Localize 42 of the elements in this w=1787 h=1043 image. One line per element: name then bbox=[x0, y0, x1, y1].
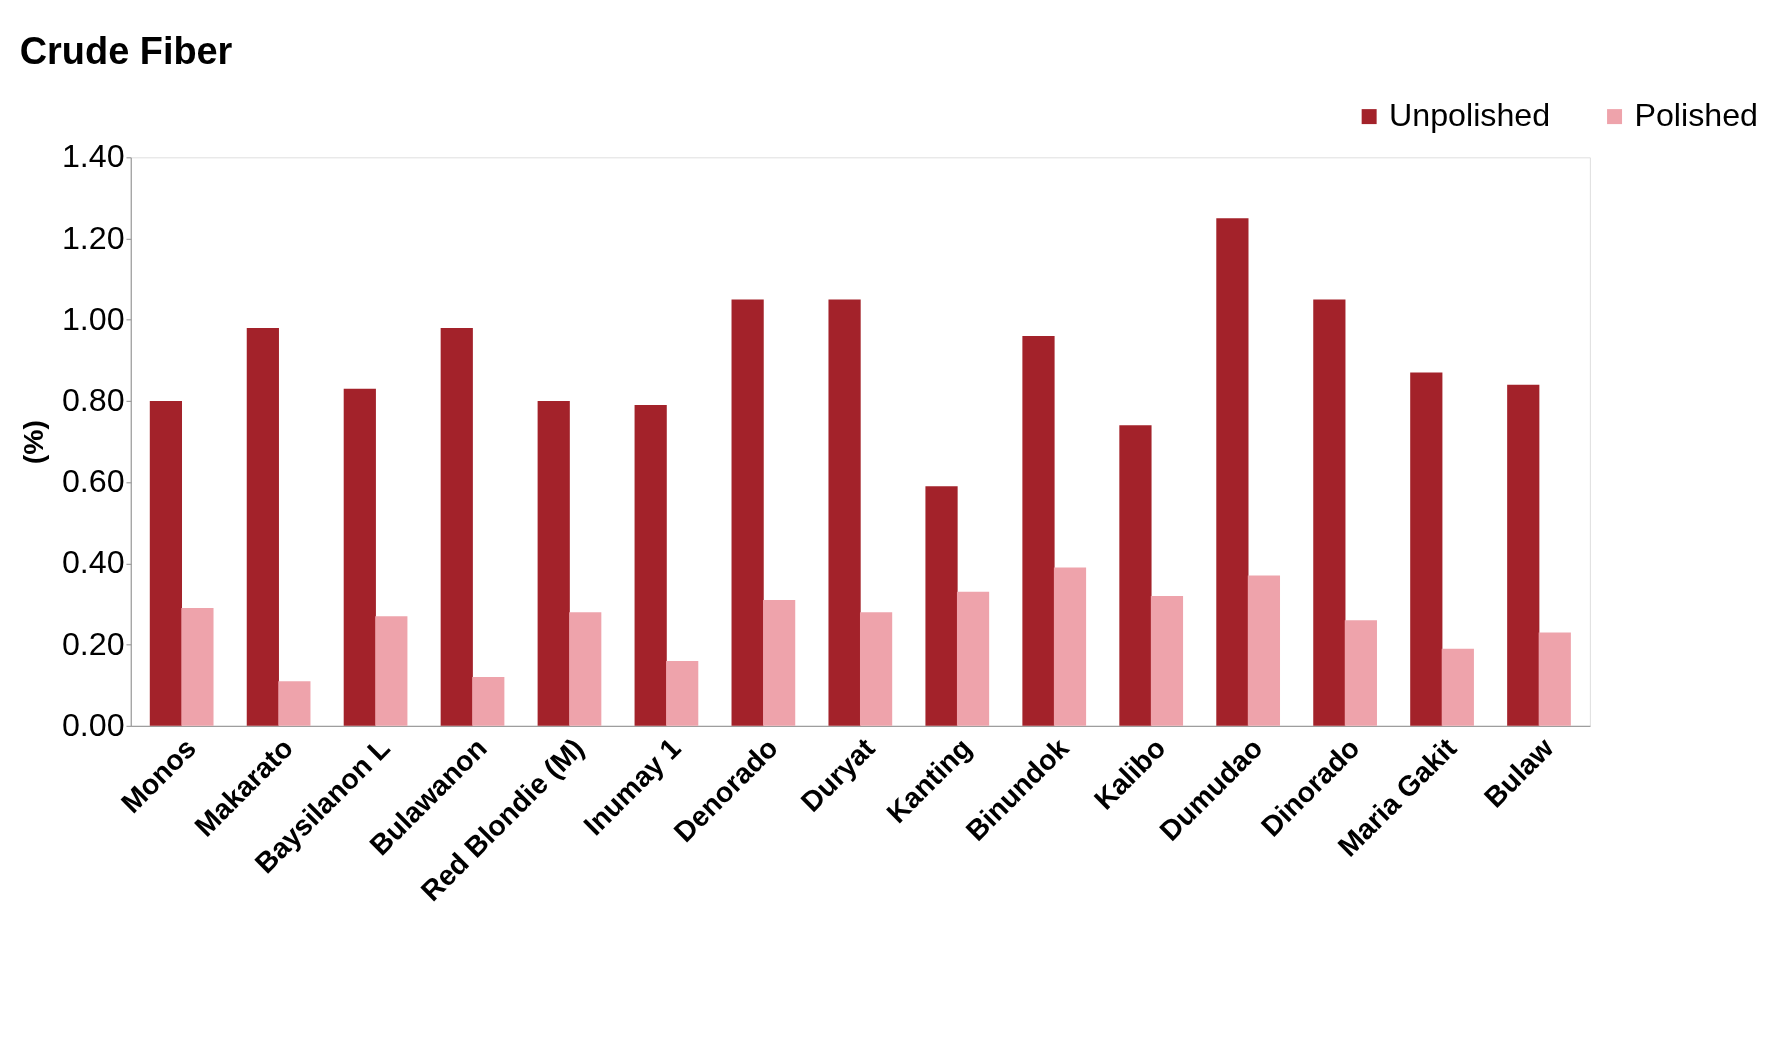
bar bbox=[1216, 218, 1249, 726]
bar bbox=[246, 327, 279, 726]
bar bbox=[569, 612, 602, 726]
bar bbox=[859, 612, 893, 726]
bar bbox=[1507, 384, 1540, 726]
y-tick-label: 0.00 bbox=[61, 706, 125, 743]
bar bbox=[1053, 567, 1087, 726]
bar bbox=[666, 660, 699, 726]
legend-label: Polished bbox=[1634, 97, 1758, 134]
bar bbox=[343, 388, 376, 726]
bar bbox=[181, 608, 214, 726]
y-tick-label: 0.60 bbox=[61, 463, 125, 500]
bar bbox=[828, 299, 861, 726]
bar bbox=[634, 405, 667, 726]
bar bbox=[1441, 648, 1474, 726]
bar bbox=[1410, 372, 1443, 726]
bar bbox=[1119, 425, 1152, 726]
bar bbox=[1344, 620, 1377, 726]
bar bbox=[537, 400, 570, 726]
bar bbox=[763, 599, 796, 726]
bar bbox=[375, 616, 408, 726]
y-tick-label: 0.80 bbox=[61, 381, 125, 418]
bar bbox=[278, 681, 311, 726]
y-tick-label: 0.20 bbox=[61, 625, 125, 662]
bar bbox=[440, 327, 473, 726]
bar bbox=[1538, 632, 1571, 726]
bar bbox=[731, 299, 764, 726]
bar bbox=[925, 486, 958, 726]
y-tick-label: 1.20 bbox=[61, 219, 125, 256]
y-tick-label: 1.40 bbox=[61, 138, 125, 175]
bar bbox=[1150, 595, 1184, 726]
bar bbox=[956, 591, 990, 726]
bar bbox=[1313, 299, 1346, 726]
legend-label: Unpolished bbox=[1389, 97, 1551, 134]
y-tick-label: 1.00 bbox=[61, 300, 125, 337]
bar bbox=[1022, 336, 1055, 726]
bar bbox=[1247, 575, 1281, 726]
chart-title: Crude Fiber bbox=[19, 30, 233, 73]
bar bbox=[149, 400, 183, 726]
y-tick-label: 0.40 bbox=[61, 544, 125, 581]
y-axis-title: (%) bbox=[16, 419, 49, 465]
bar bbox=[472, 677, 505, 726]
